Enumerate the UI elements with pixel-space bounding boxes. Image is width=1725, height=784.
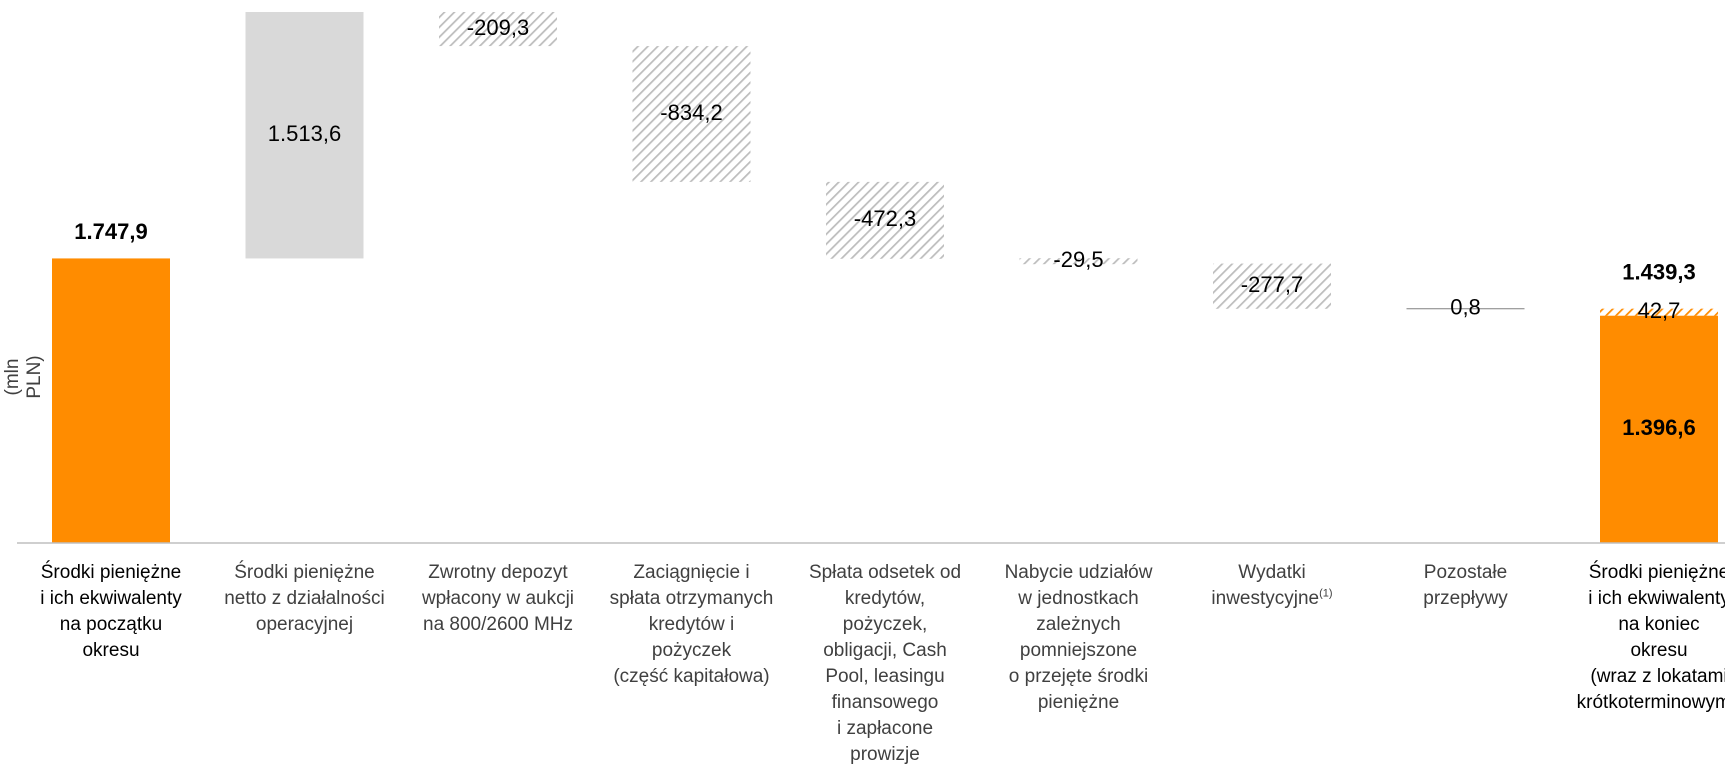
- category-label-line: Zwrotny depozyt: [428, 562, 568, 583]
- data-label-end-segment-0: 1.396,6: [1622, 415, 1695, 440]
- category-label-line: pomniejszone: [1019, 640, 1138, 661]
- bar-end-segment-1: [1600, 308, 1718, 316]
- category-label-line: krótkoterminowymi): [1576, 692, 1725, 713]
- data-label-delta-7: 0,8: [1450, 295, 1481, 320]
- category-label-line: przepływy: [1423, 588, 1508, 609]
- category-label-line: Wydatki: [1238, 562, 1306, 583]
- category-label-line: o przejęte środki: [1008, 666, 1149, 687]
- category-label-line: spłata otrzymanych: [609, 588, 774, 609]
- category-label-3: Zaciągnięcie i spłata otrzymanych kredytów…: [604, 560, 780, 690]
- category-label-line: pożyczek,: [842, 614, 928, 635]
- category-label-line: Środki pieniężne: [40, 562, 182, 583]
- category-label-line: Pozostałe: [1423, 562, 1508, 583]
- data-label-delta-1: 1.513,6: [268, 121, 341, 146]
- footnote-marker: (1): [1319, 587, 1333, 600]
- category-label-7: Pozostałe przepływy: [1378, 560, 1554, 612]
- category-label-line: pożyczek: [651, 640, 732, 661]
- data-label-end-segment-1: 42,7: [1638, 298, 1681, 323]
- data-label-total-end: 1.439,3: [1622, 259, 1695, 284]
- category-label-line: kredytów i: [648, 614, 735, 635]
- bar-delta-3: [632, 46, 751, 182]
- category-label-line: okresu: [82, 640, 140, 661]
- category-label-line: wpłacony w aukcji: [421, 588, 575, 609]
- category-label-line: na początku: [59, 614, 163, 635]
- category-label-4: Spłata odsetek od kredytów, pożyczek, oblig…: [797, 560, 973, 768]
- category-label-8: Środki pieniężne i ich ekwiwalenty na koni…: [1571, 560, 1725, 716]
- category-label-line: operacyjnej: [255, 614, 354, 635]
- bar-delta-5: [1019, 258, 1138, 265]
- data-label-delta-3: -834,2: [660, 100, 722, 125]
- data-label-total-start: 1.747,9: [74, 219, 147, 244]
- category-label-5: Nabycie udziałów w jednostkach zależnych po…: [991, 560, 1167, 716]
- category-label-line: obligacji, Cash: [823, 640, 947, 661]
- category-label-line: zależnych: [1036, 614, 1121, 635]
- category-label-line: na koniec: [1618, 614, 1700, 635]
- category-label-line: i zapłacone: [836, 718, 934, 739]
- bar-total-start: [52, 258, 170, 543]
- category-label-line: Pool, leasingu: [825, 666, 945, 687]
- bar-delta-4: [826, 181, 944, 259]
- category-label-line: prowizje: [850, 744, 920, 765]
- bar-delta-6: [1213, 263, 1331, 309]
- category-label-line: Nabycie udziałów: [1004, 562, 1153, 583]
- category-label-line: i ich ekwiwalenty: [1588, 588, 1725, 609]
- category-label-1: Środki pieniężne netto z działalności oper…: [217, 560, 393, 638]
- category-label-line: (wraz z lokatami: [1590, 666, 1725, 687]
- bar-end-segment-0: [1600, 315, 1718, 543]
- data-label-delta-4: -472,3: [854, 206, 916, 231]
- category-label-line: inwestycyjne: [1211, 588, 1320, 609]
- category-label-line: i ich ekwiwalenty: [40, 588, 182, 609]
- category-label-line: okresu: [1630, 640, 1688, 661]
- category-label-0: Środki pieniężne i ich ekwiwalenty na pocz…: [23, 560, 199, 664]
- category-label-line: finansowego: [831, 692, 939, 713]
- category-label-line: pieniężne: [1037, 692, 1120, 713]
- category-label-line: netto z działalności: [224, 588, 385, 609]
- category-label-line: Zaciągnięcie i: [633, 562, 750, 583]
- y-axis-label: (mln PLN): [2, 355, 45, 399]
- bar-delta-1: [245, 12, 364, 259]
- category-label-line: kredytów,: [844, 588, 926, 609]
- category-label-line: (część kapitałowa): [613, 666, 770, 687]
- category-label-line: Środki pieniężne: [1588, 562, 1725, 583]
- data-label-delta-2: -209,3: [467, 15, 529, 40]
- data-label-delta-5: -29,5: [1053, 247, 1103, 272]
- category-label-line: w jednostkach: [1018, 588, 1139, 609]
- category-label-2: Zwrotny depozyt wpłacony w aukcji na 800/2…: [410, 560, 586, 638]
- category-label-line: Środki pieniężne: [234, 562, 375, 583]
- category-label-line: na 800/2600 MHz: [423, 614, 573, 635]
- category-label-line: Spłata odsetek od: [808, 562, 962, 583]
- data-label-delta-6: -277,7: [1241, 272, 1303, 297]
- category-label-6: Wydatki inwestycyjne(1): [1184, 560, 1360, 612]
- bar-delta-2: [439, 12, 557, 47]
